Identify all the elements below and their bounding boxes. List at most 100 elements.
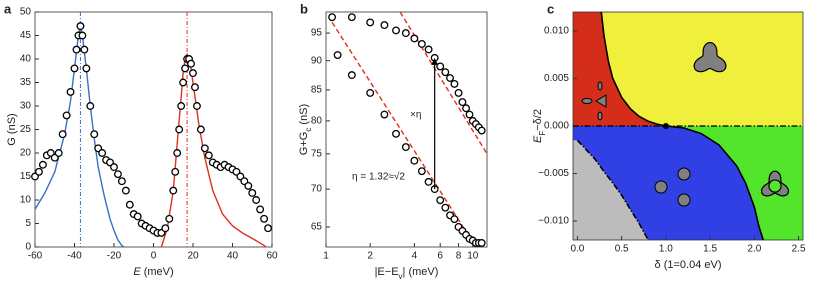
data-point xyxy=(410,156,419,165)
x-tick-label: 40 xyxy=(227,251,239,262)
y-tick-label: 90 xyxy=(311,55,323,66)
y-tick-label: 75 xyxy=(311,148,323,159)
x-axis-label: δ (1=0.04 eV) xyxy=(655,259,722,271)
data-point xyxy=(78,31,87,40)
data-point xyxy=(187,59,195,68)
data-point xyxy=(347,71,356,80)
plot-frame xyxy=(34,11,273,248)
x-tick-label: 1.5 xyxy=(703,244,717,255)
data-point xyxy=(54,149,63,157)
y-tick-label: 70 xyxy=(311,184,323,195)
y-axis-label: G (nS) xyxy=(6,113,18,145)
y-tick-label: 20 xyxy=(20,148,32,159)
data-point xyxy=(424,177,433,186)
fermi-surface xyxy=(677,193,691,207)
data-point xyxy=(110,163,118,172)
data-point xyxy=(204,151,213,160)
x-axis-label-sub: v xyxy=(399,272,403,281)
data-point xyxy=(366,88,375,97)
data-point xyxy=(347,13,356,22)
data-point xyxy=(192,102,201,110)
annotation: ×η xyxy=(410,110,421,121)
x-axis-label-main: E xyxy=(133,266,141,278)
data-point xyxy=(417,39,426,48)
data-point xyxy=(441,203,450,212)
data-point xyxy=(462,104,471,113)
y-axis-label-unit: (nS) xyxy=(298,104,310,128)
x-tick-label: 8 xyxy=(456,251,462,262)
fit-line xyxy=(35,23,125,247)
fit-line xyxy=(160,52,267,247)
critical-point xyxy=(662,123,669,129)
data-point xyxy=(165,214,174,223)
phase-boundary xyxy=(576,139,649,241)
fermi-surface xyxy=(597,81,603,91)
x-axis-label: |E−Ev| (meV) xyxy=(375,266,439,281)
data-point xyxy=(35,167,43,176)
data-point xyxy=(38,160,47,169)
panel-1: 1 2 4 6 8 10 65 70 75 80 85 90 95 |E−Ev| (meV) G+Gc (n… xyxy=(298,1,488,281)
data-point xyxy=(191,83,199,92)
y-tick-label: 25 xyxy=(20,124,32,135)
fermi-surface xyxy=(581,98,593,104)
data-point xyxy=(264,224,272,233)
data-point xyxy=(248,188,257,197)
data-point xyxy=(380,21,389,30)
data-point xyxy=(161,224,170,233)
x-tick-label: 6 xyxy=(437,251,443,262)
data-point xyxy=(169,186,178,195)
fermi-surface xyxy=(768,179,782,193)
data-point xyxy=(458,98,467,107)
plot-frame xyxy=(325,11,488,248)
x-axis-label-unit: | (meV) xyxy=(403,266,439,278)
y-axis-label-main: E xyxy=(532,135,544,143)
dashed-line xyxy=(399,12,487,155)
data-point xyxy=(62,111,71,120)
data-point xyxy=(72,45,81,54)
x-tick-label: 60 xyxy=(266,251,278,262)
x-tick-label: 0 xyxy=(151,251,157,262)
dashed-line xyxy=(331,22,477,247)
x-axis-label-main: δ (1=0.04 eV) xyxy=(655,259,722,271)
y-tick-label: 10 xyxy=(20,195,32,206)
y-tick-label: 95 xyxy=(311,28,323,39)
data-point xyxy=(121,186,130,195)
data-point xyxy=(86,102,95,110)
x-tick-label: 1 xyxy=(323,251,329,262)
y-tick-label: 15 xyxy=(20,171,32,182)
data-point xyxy=(401,29,410,38)
y-tick-label: 80 xyxy=(311,116,323,127)
x-axis-label-unit: (meV) xyxy=(141,266,174,278)
data-point xyxy=(98,149,107,157)
y-tick-label: 5 xyxy=(25,218,31,229)
fermi-surface xyxy=(677,167,691,181)
region xyxy=(573,12,666,126)
data-point xyxy=(256,205,265,214)
data-point xyxy=(90,130,99,139)
fermi-surface xyxy=(654,180,668,194)
phase-boundary xyxy=(600,11,667,127)
panel-label: b xyxy=(300,1,308,16)
annotation: η = 1.32≈√2 xyxy=(352,171,405,183)
data-point xyxy=(113,170,122,179)
data-point xyxy=(252,196,261,204)
y-axis-label-main: G (nS) xyxy=(6,113,18,145)
y-tick-label: 50 xyxy=(20,7,32,18)
region xyxy=(665,126,803,240)
data-point xyxy=(260,214,269,223)
y-tick-label: 35 xyxy=(20,77,32,88)
panel-2: 0.0 0.5 1.0 1.5 2.0 2.5 −0.010 −0.005 0.000 0.005… xyxy=(532,1,806,270)
y-tick-label: 65 xyxy=(311,222,323,233)
data-point xyxy=(477,238,486,247)
data-point xyxy=(454,88,463,97)
x-tick-label: -40 xyxy=(67,251,82,262)
y-axis-label: EF−δ/2 xyxy=(532,109,547,143)
data-point xyxy=(436,196,445,205)
data-point xyxy=(179,78,188,87)
x-tick-label: 1.0 xyxy=(659,244,673,255)
data-point xyxy=(450,215,459,224)
x-tick-label: 2.0 xyxy=(747,244,761,255)
y-axis-label-unit: −δ/2 xyxy=(532,109,544,131)
data-point xyxy=(441,68,450,77)
